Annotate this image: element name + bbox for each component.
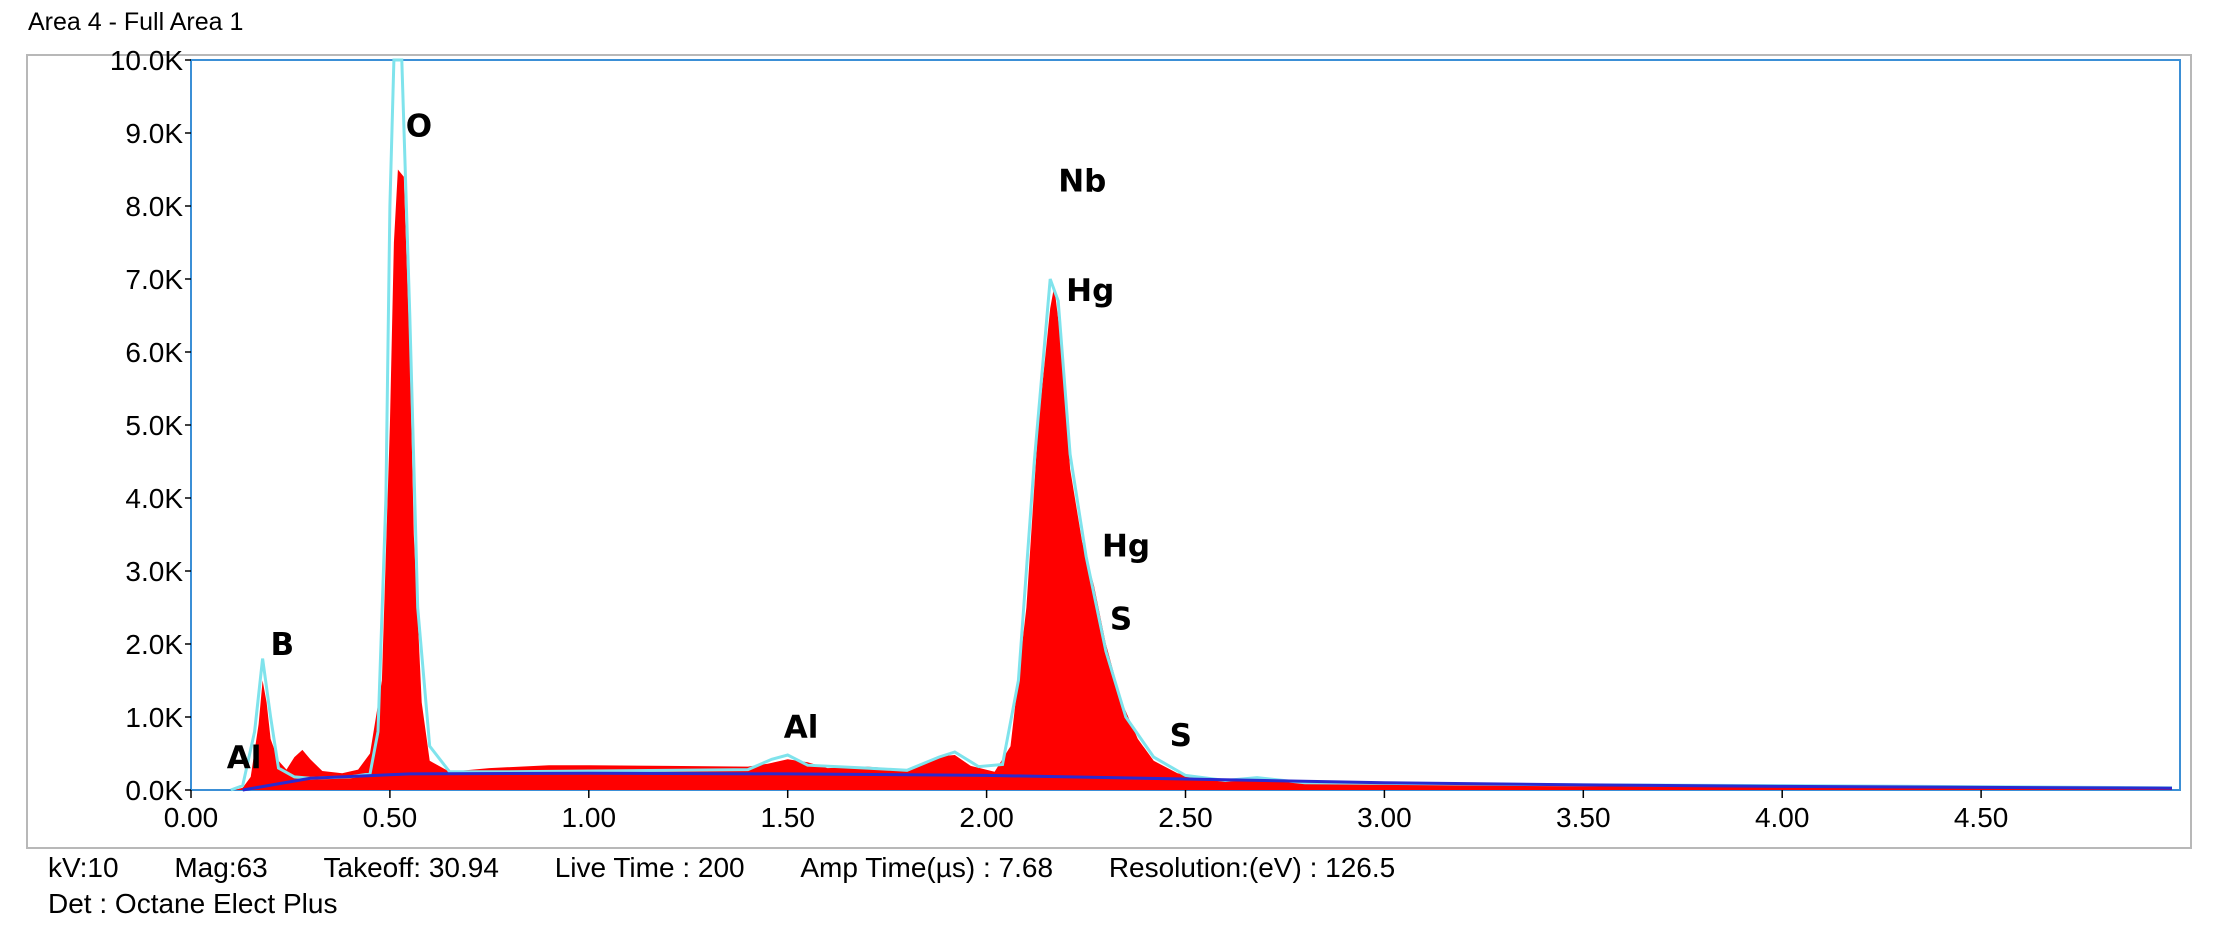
y-tick-label: 6.0K <box>125 337 183 368</box>
x-tick-label: 1.50 <box>760 802 815 833</box>
plot-area-frame <box>190 59 2181 791</box>
chart-title: Area 4 - Full Area 1 <box>28 8 244 36</box>
resolution-value: Resolution:(eV) : 126.5 <box>1108 852 1396 883</box>
y-tick-label: 0.0K <box>125 775 183 806</box>
x-tick-label: 0.50 <box>363 802 418 833</box>
amp-time-value: Amp Time(µs) : 7.68 <box>800 852 1054 883</box>
spectrum-layer <box>230 58 2173 792</box>
peak-label: Hg <box>1066 273 1114 309</box>
x-tick-label: 3.00 <box>1357 802 1412 833</box>
peak-label: Al <box>784 709 819 745</box>
x-tick-label: 4.00 <box>1755 802 1810 833</box>
takeoff-value: Takeoff: 30.94 <box>323 852 499 883</box>
peak-label: S <box>1110 601 1132 637</box>
eds-spectrum-chart: 0.00 0.50 1.00 1.50 2.00 2.50 3.00 3.50 4.00 4.50… <box>26 45 2192 849</box>
peak-label: Nb <box>1058 163 1106 199</box>
y-tick-label: 2.0K <box>125 629 183 660</box>
y-tick-label: 5.0K <box>125 410 183 441</box>
peak-label: B <box>271 627 295 663</box>
y-tick-label: 7.0K <box>125 264 183 295</box>
y-tick-label: 4.0K <box>125 483 183 514</box>
y-axis-ticks: 0.0K 1.0K 2.0K 3.0K 4.0K 5.0K 6.0K 7.0K 8.0K 9.0K… <box>110 45 191 806</box>
peak-label: Al <box>227 740 262 776</box>
background-line <box>242 771 2173 792</box>
mag-value: Mag:63 <box>174 852 268 883</box>
acquisition-info: kV:10 Mag:63 Takeoff: 30.94 Live Time : … <box>48 850 1443 922</box>
peak-label: O <box>406 109 432 145</box>
live-time-value: Live Time : 200 <box>554 852 745 883</box>
y-tick-label: 9.0K <box>125 118 183 149</box>
y-tick-label: 3.0K <box>125 556 183 587</box>
kv-value: kV:10 <box>48 852 119 883</box>
x-tick-label: 2.50 <box>1158 802 1213 833</box>
y-tick-label: 8.0K <box>125 191 183 222</box>
x-tick-label: 2.00 <box>959 802 1014 833</box>
peak-label: Hg <box>1102 528 1150 564</box>
y-tick-label: 1.0K <box>125 702 183 733</box>
detector-value: Det : Octane Elect Plus <box>48 888 338 919</box>
peak-labels: Al B O Nb Hg Al Hg S S <box>227 109 1192 776</box>
x-tick-label: 1.00 <box>562 802 617 833</box>
x-tick-label: 0.00 <box>164 802 219 833</box>
x-axis-ticks: 0.00 0.50 1.00 1.50 2.00 2.50 3.00 3.50 4.00 4.50 <box>164 790 2009 833</box>
x-tick-label: 4.50 <box>1954 802 2009 833</box>
x-tick-label: 3.50 <box>1556 802 1611 833</box>
peak-label: S <box>1170 718 1192 754</box>
y-tick-label: 10.0K <box>110 45 183 76</box>
